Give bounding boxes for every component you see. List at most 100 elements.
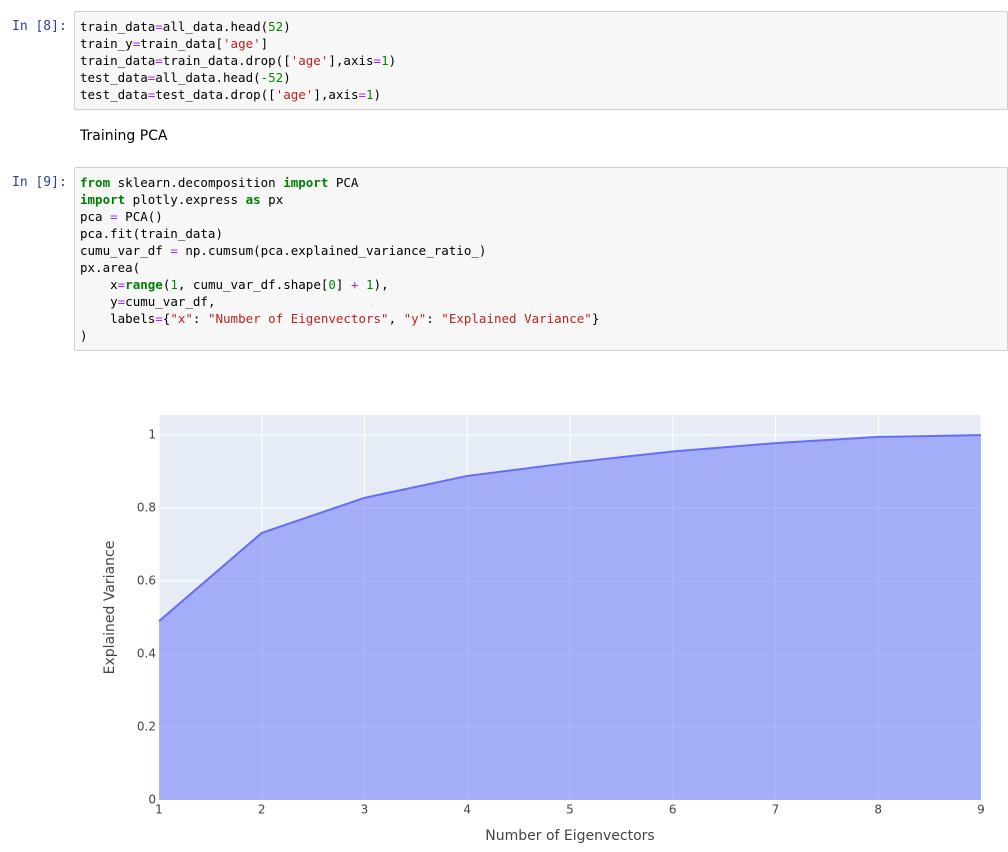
- code-token: [359, 277, 367, 292]
- cell-prompt: In [9]:: [12, 175, 67, 190]
- code-line: train_y=train_data['age']: [80, 35, 1002, 52]
- code-token: =: [170, 243, 178, 258]
- code-token: train_y: [80, 36, 133, 51]
- markdown-text: Training PCA: [80, 128, 168, 144]
- code-token: ]: [335, 277, 351, 292]
- y-tick-label: 0.4: [137, 647, 156, 661]
- code-token: from: [80, 175, 111, 190]
- x-tick-label: 4: [463, 803, 471, 817]
- code-token: train_data.drop([: [162, 53, 291, 68]
- code-line: x=range(1, cumu_var_df.shape[0] + 1),: [80, 276, 1002, 293]
- code-cell: train_data=all_data.head(52) train_y=trai…: [74, 11, 1008, 110]
- code-token: train_data: [80, 53, 156, 68]
- code-token: PCA: [328, 175, 359, 190]
- code-token: :: [426, 311, 442, 326]
- code-line: px.area(: [80, 259, 1002, 276]
- code-token: x: [80, 277, 118, 292]
- code-token: PCA(): [117, 209, 163, 224]
- code-token: import: [80, 192, 126, 207]
- code-token: -52: [260, 70, 284, 85]
- y-tick-label: 0.8: [137, 501, 156, 515]
- code-token: 'age': [223, 36, 261, 51]
- code-token: test_data: [80, 70, 148, 85]
- code-token: pca: [80, 209, 111, 224]
- code-line: cumu_var_df = np.cumsum(pca.explained_va…: [80, 242, 1002, 259]
- code-token: =: [117, 294, 126, 309]
- code-line: import plotly.express as px: [80, 191, 1002, 208]
- x-tick-label: 2: [258, 803, 266, 817]
- code-cell: from sklearn.decomposition import PCA imp…: [74, 167, 1008, 351]
- code-token: 0: [328, 277, 336, 292]
- code-token: =: [155, 19, 163, 34]
- code-token: np.cumsum(pca.explained_variance_ratio_): [177, 243, 487, 258]
- code-token: px.area(: [80, 260, 141, 275]
- code-token: cumu_var_df: [80, 243, 171, 258]
- code-line: ): [80, 327, 1002, 344]
- cell-prompt: In [8]:: [12, 19, 67, 34]
- code-line: train_data=train_data.drop(['age'],axis=…: [80, 52, 1002, 69]
- code-line: pca.fit(train_data): [80, 225, 1002, 242]
- x-tick-label: 1: [155, 803, 163, 817]
- code-token: test_data.drop([: [155, 87, 276, 102]
- code-token: ],axis: [328, 53, 374, 68]
- code-token: "Number of Eigenvectors": [207, 311, 389, 326]
- code-token: y: [80, 294, 118, 309]
- x-tick-label: 5: [566, 803, 574, 817]
- x-axis-title: Number of Eigenvectors: [485, 828, 654, 844]
- code-token: =: [110, 209, 118, 224]
- code-token: +: [350, 277, 359, 292]
- code-token: sklearn.decomposition: [110, 175, 284, 190]
- code-token: test_data: [80, 87, 148, 102]
- code-token: as: [245, 192, 261, 207]
- y-tick-label: 0.2: [137, 720, 156, 734]
- code-line: test_data=test_data.drop(['age'],axis=1): [80, 86, 1002, 103]
- code-token: "y": [403, 311, 427, 326]
- code-token: }: [591, 311, 600, 326]
- y-tick-label: 1: [148, 428, 156, 442]
- x-tick-label: 9: [977, 803, 985, 817]
- x-tick-label: 7: [772, 803, 780, 817]
- chart: 1 2 3 4 5 6 7 8 9 0 0.2 0.4 0.6 0.8 1 Number of Eigenve…: [102, 415, 985, 844]
- code-token: 'age': [275, 87, 314, 102]
- code-token: =: [147, 70, 156, 85]
- code-token: 1: [170, 277, 178, 292]
- y-tick-label: 0: [148, 793, 156, 807]
- code-token: ): [388, 53, 397, 68]
- code-line: pca = PCA(): [80, 208, 1002, 225]
- code-token: 1: [366, 87, 374, 102]
- x-tick-label: 8: [874, 803, 882, 817]
- code-token: range: [125, 277, 163, 292]
- code-token: =: [147, 87, 156, 102]
- code-token: cumu_var_df,: [125, 294, 216, 309]
- code-token: =: [155, 311, 163, 326]
- code-token: ): [373, 87, 382, 102]
- code-token: ): [80, 328, 88, 343]
- code-token: labels: [80, 311, 156, 326]
- code-line: labels={"x": "Number of Eigenvectors", "…: [80, 310, 1002, 327]
- x-tick-label: 6: [669, 803, 677, 817]
- code-token: :: [192, 311, 208, 326]
- code-token: 52: [268, 19, 284, 34]
- code-token: pca.fit(train_data): [80, 226, 223, 241]
- code-token: =: [117, 277, 126, 292]
- code-token: 'age': [290, 53, 329, 68]
- code-token: "x": [170, 311, 193, 326]
- code-token: , cumu_var_df.shape[: [177, 277, 329, 292]
- code-token: ): [283, 19, 291, 34]
- code-token: ]: [260, 36, 269, 51]
- code-token: train_data[: [140, 36, 224, 51]
- code-token: =: [373, 53, 382, 68]
- code-token: =: [155, 53, 163, 68]
- code-token: px: [260, 192, 284, 207]
- x-tick-label: 3: [361, 803, 369, 817]
- code-token: =: [132, 36, 141, 51]
- code-token: train_data: [80, 19, 156, 34]
- y-axis-title: Explained Variance: [102, 541, 118, 675]
- code-line: y=cumu_var_df,: [80, 293, 1002, 310]
- code-token: ],axis: [313, 87, 359, 102]
- code-token: ,: [388, 311, 404, 326]
- code-token: {: [162, 311, 171, 326]
- area-line: [158, 434, 982, 622]
- code-line: test_data=all_data.head(-52): [80, 69, 1002, 86]
